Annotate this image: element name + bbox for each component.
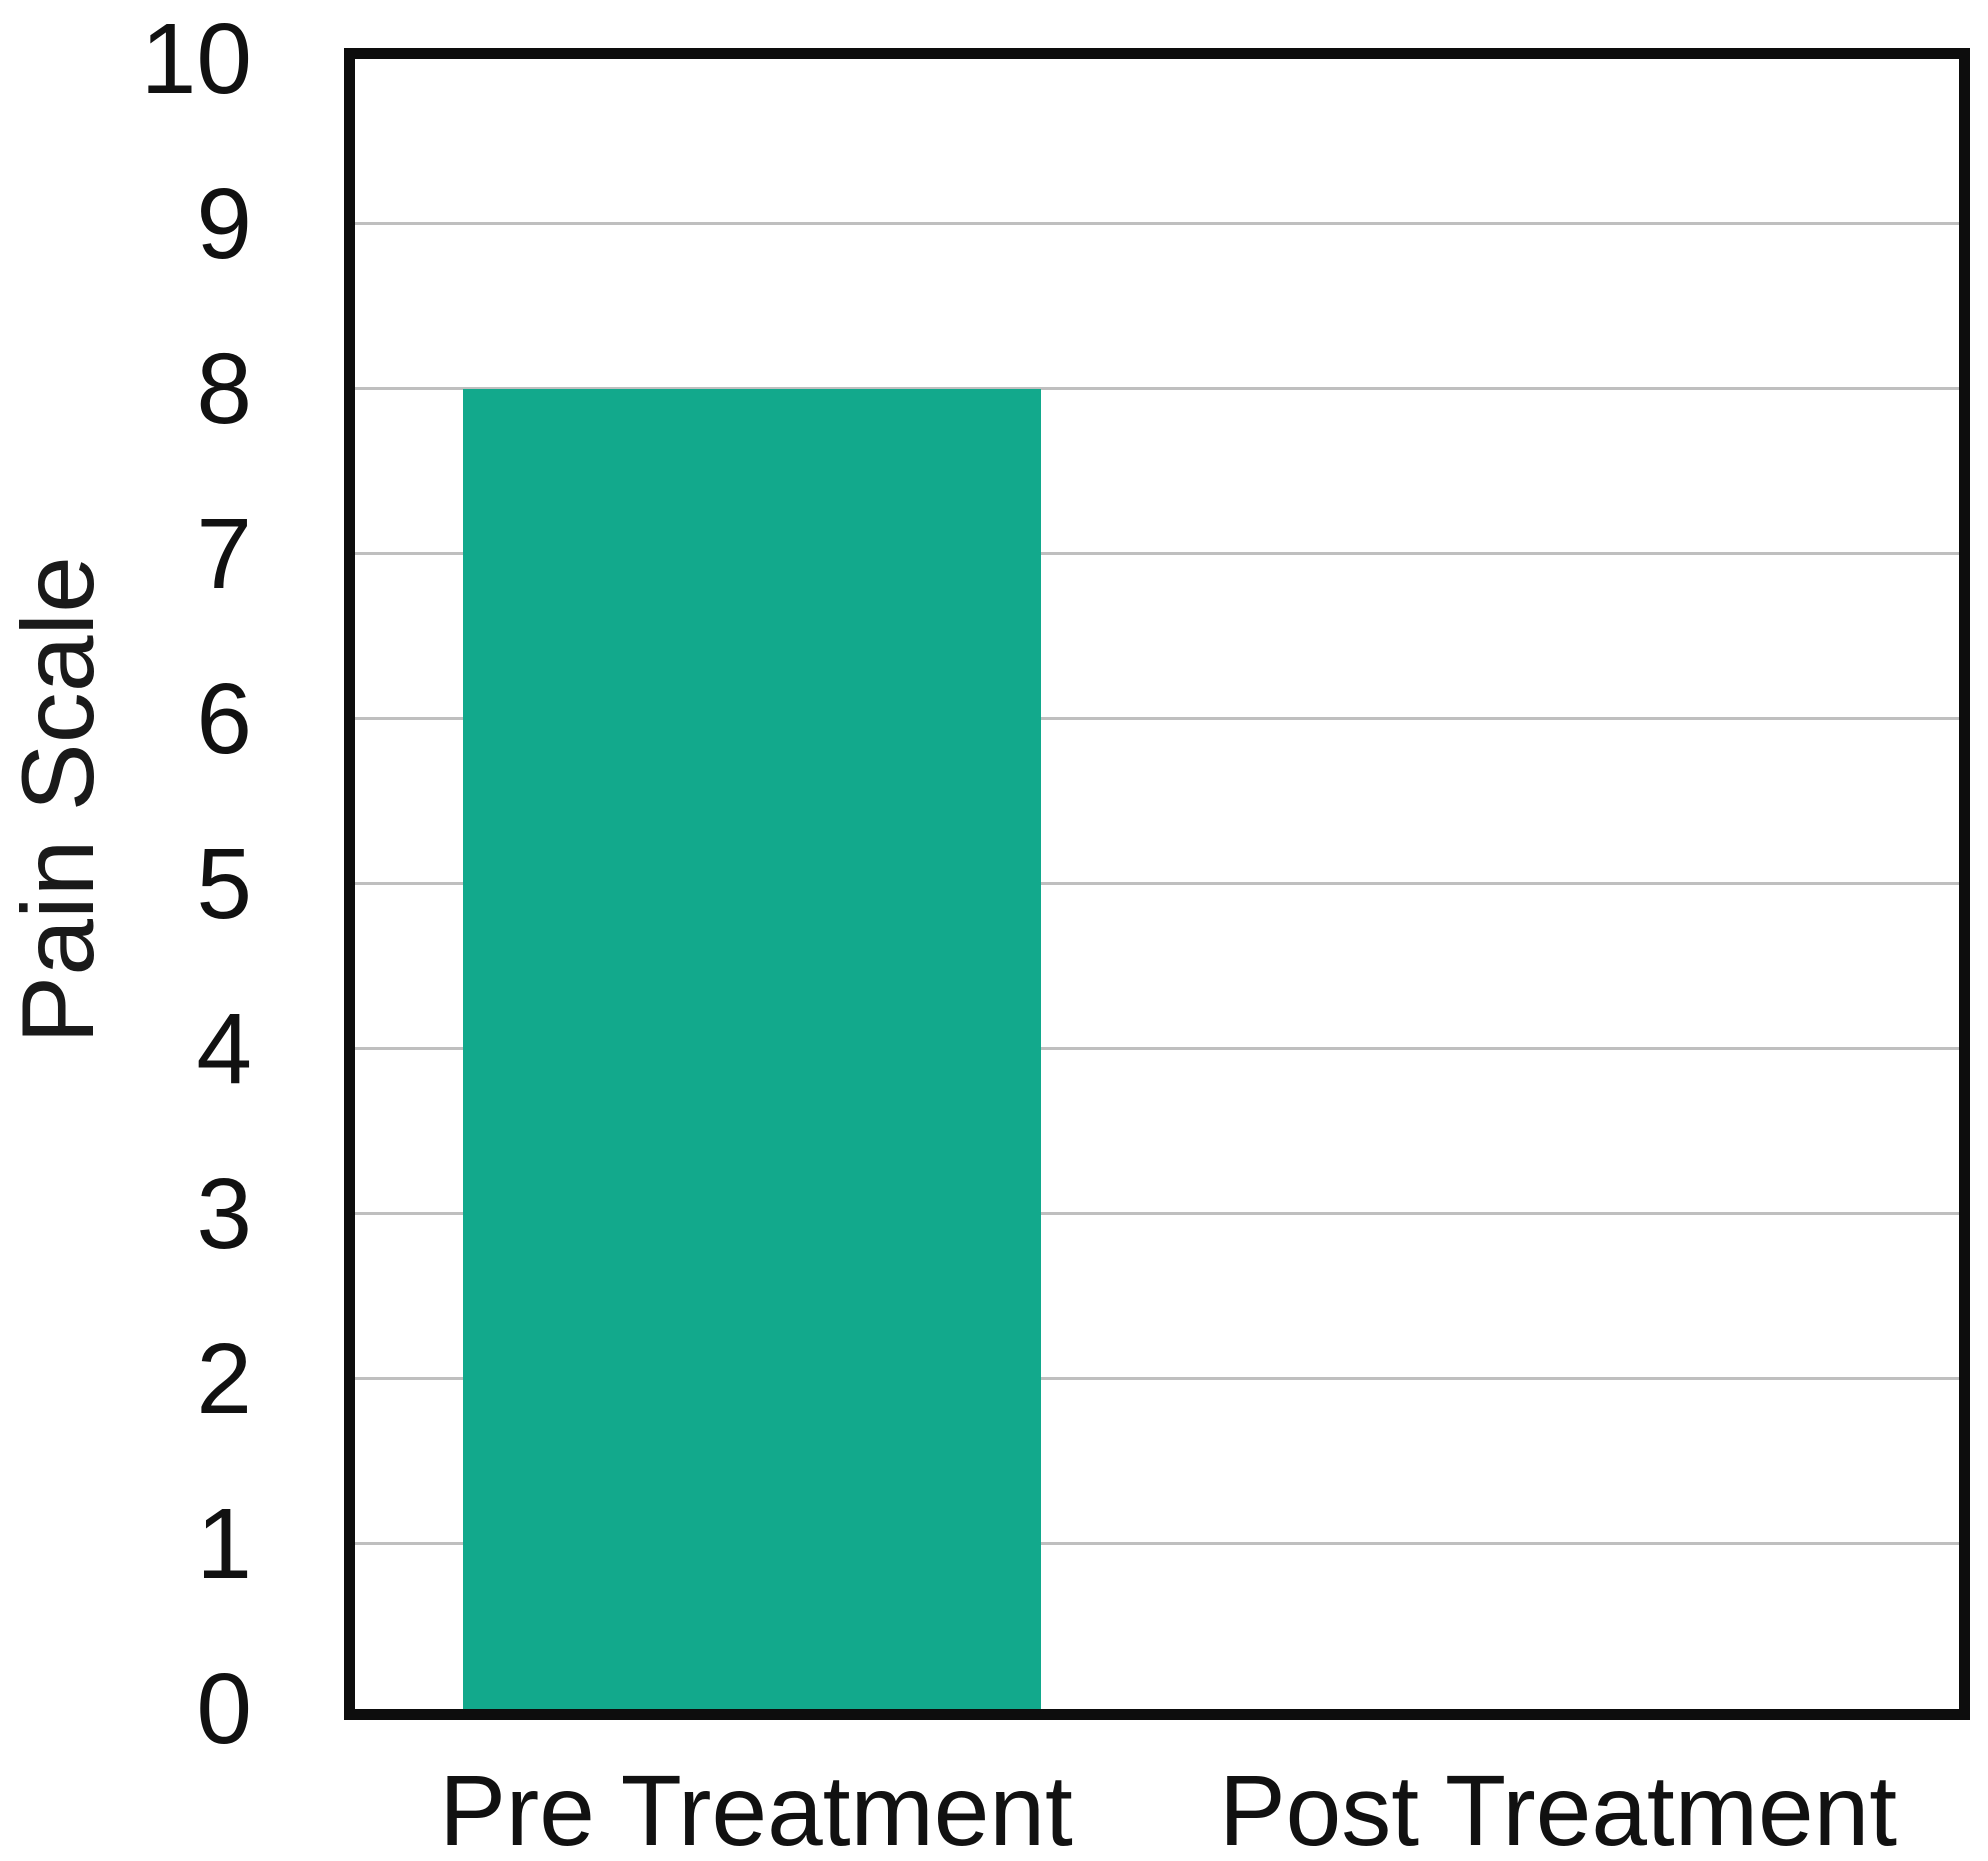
y-tick-label: 7: [196, 498, 252, 610]
bars: [355, 59, 1959, 1709]
y-tick-label: 0: [196, 1653, 252, 1765]
y-tick-label: 3: [196, 1158, 252, 1270]
x-category-label-pre-treatment: Pre Treatment: [439, 1755, 1073, 1861]
gridline: [355, 1377, 1959, 1380]
bar-pre-treatment: [463, 389, 1041, 1709]
gridline: [355, 717, 1959, 720]
gridline: [355, 387, 1959, 390]
y-tick-label: 4: [196, 993, 252, 1105]
gridlines: [355, 59, 1959, 1709]
gridline: [355, 882, 1959, 885]
y-tick-label: 10: [140, 3, 252, 115]
gridline: [355, 1542, 1959, 1545]
y-tick-label: 1: [196, 1488, 252, 1600]
gridline: [355, 1047, 1959, 1050]
gridline: [355, 222, 1959, 225]
x-category-label-post-treatment: Post Treatment: [1218, 1755, 1898, 1861]
gridline: [355, 1212, 1959, 1215]
plot-area: [344, 48, 1970, 1720]
y-tick-label: 2: [196, 1323, 252, 1435]
gridline: [355, 552, 1959, 555]
y-axis-tick-labels: 0 1 2 3 4 5 6 7 8 9 10: [0, 3, 252, 1765]
y-tick-label: 6: [196, 663, 252, 775]
y-tick-label: 8: [196, 333, 252, 445]
y-tick-label: 5: [196, 828, 252, 940]
x-axis-category-labels: Pre Treatment Post Treatment: [355, 1755, 1959, 1861]
y-tick-label: 9: [196, 168, 252, 280]
